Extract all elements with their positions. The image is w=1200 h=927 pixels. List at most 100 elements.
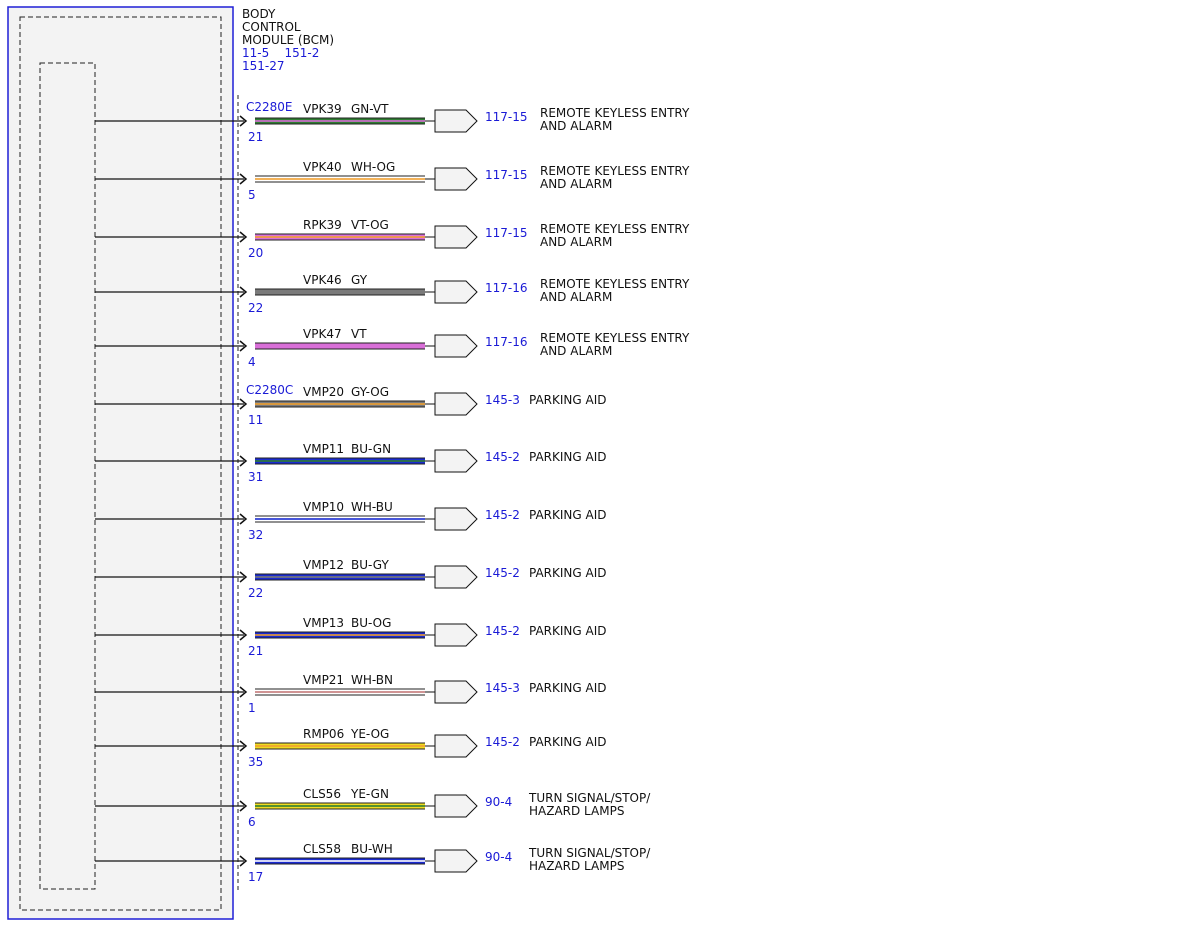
destination-label: PARKING AID: [529, 393, 607, 407]
destination-label: PARKING AID: [529, 450, 607, 464]
page-ref: 117-15: [485, 110, 528, 124]
page-ref: 145-2: [485, 450, 520, 464]
pin-number: 31: [248, 470, 263, 484]
connector-id: C2280E: [246, 100, 293, 114]
wire-stripe: [255, 403, 425, 405]
destination-label-line-1: REMOTE KEYLESS ENTRY: [540, 106, 690, 120]
wire-color-code: WH-BU: [351, 500, 393, 514]
circuit-id: CLS58: [303, 842, 341, 856]
wire-color-code: BU-WH: [351, 842, 393, 856]
pin-number: 21: [248, 130, 263, 144]
page-ref: 117-15: [485, 168, 528, 182]
module-title-line-1: BODY: [242, 7, 276, 21]
wire-stripe: [255, 634, 425, 636]
destination-label-line-2: AND ALARM: [540, 344, 612, 358]
circuit-id: VMP12: [303, 558, 344, 572]
wire-color-code: VT: [351, 327, 367, 341]
connector-symbol: [434, 794, 478, 818]
connector-symbol: [434, 680, 478, 704]
destination-label-line-2: AND ALARM: [540, 235, 612, 249]
circuit-id: CLS56: [303, 787, 341, 801]
pin-arrow-icon: [239, 855, 248, 867]
pin-arrow-icon: [239, 455, 248, 467]
wire-color-code: BU-GN: [351, 442, 391, 456]
wire-color-code: GN-VT: [351, 102, 389, 116]
destination-label: PARKING AID: [529, 566, 607, 580]
wire-stripe: [255, 460, 425, 462]
pin-number: 32: [248, 528, 263, 542]
circuit-id: VMP20: [303, 385, 344, 399]
wire-stripe: [255, 120, 425, 122]
destination-label: PARKING AID: [529, 735, 607, 749]
connector-symbol: [434, 334, 478, 358]
pin-arrow-icon: [239, 231, 248, 243]
destination-label-line-1: REMOTE KEYLESS ENTRY: [540, 331, 690, 345]
pin-arrow-icon: [239, 115, 248, 127]
module-ref-line-1: 11-5 151-2: [242, 46, 319, 60]
pin-number: 5: [248, 188, 256, 202]
bcm-inner-dashed-frame: [19, 16, 222, 911]
wire-stripe: [255, 178, 425, 180]
page-ref: 145-2: [485, 735, 520, 749]
connector-symbol: [434, 623, 478, 647]
destination-label-line-2: HAZARD LAMPS: [529, 859, 624, 873]
pin-number: 1: [248, 701, 256, 715]
wire-color-code: BU-GY: [351, 558, 389, 572]
pin-arrow-icon: [239, 173, 248, 185]
bcm-internal-bus: [39, 62, 96, 890]
connector-symbol: [434, 565, 478, 589]
wire-stripe: [255, 860, 425, 862]
pin-number: 17: [248, 870, 263, 884]
page-ref: 145-3: [485, 393, 520, 407]
page-ref: 117-16: [485, 281, 528, 295]
circuit-id: VMP10: [303, 500, 344, 514]
page-ref: 117-15: [485, 226, 528, 240]
wire-vpk47: [255, 343, 425, 349]
wire-stripe: [255, 236, 425, 238]
circuit-id: VPK47: [303, 327, 342, 341]
circuit-id: VMP11: [303, 442, 344, 456]
bcm-outer-frame: [7, 6, 234, 920]
page-ref: 145-2: [485, 566, 520, 580]
wire-stripe: [255, 805, 425, 807]
connector-symbol: [434, 507, 478, 531]
circuit-id: VMP21: [303, 673, 344, 687]
destination-label-line-2: AND ALARM: [540, 177, 612, 191]
destination-label: PARKING AID: [529, 508, 607, 522]
module-title-line-2: CONTROL: [242, 20, 301, 34]
wire-color-code: GY-OG: [351, 385, 389, 399]
pin-number: 20: [248, 246, 263, 260]
module-title-line-3: MODULE (BCM): [242, 33, 334, 47]
pin-number: 22: [248, 586, 263, 600]
destination-label-line-1: REMOTE KEYLESS ENTRY: [540, 277, 690, 291]
pin-number: 11: [248, 413, 263, 427]
wire-color-code: WH-BN: [351, 673, 393, 687]
connector-symbol: [434, 392, 478, 416]
wire-stripe: [255, 576, 425, 578]
circuit-id: RPK39: [303, 218, 342, 232]
pin-arrow-icon: [239, 800, 248, 812]
page-ref: 145-2: [485, 508, 520, 522]
destination-label-line-1: TURN SIGNAL/STOP/: [528, 791, 651, 805]
wire-color-code: WH-OG: [351, 160, 395, 174]
page-ref: 90-4: [485, 850, 512, 864]
wire-vpk46: [255, 289, 425, 295]
connector-symbol: [434, 167, 478, 191]
circuit-id: VPK39: [303, 102, 342, 116]
destination-label-line-2: HAZARD LAMPS: [529, 804, 624, 818]
connector-symbol: [434, 280, 478, 304]
pin-arrow-icon: [239, 286, 248, 298]
connector-id: C2280C: [246, 383, 293, 397]
page-ref: 145-3: [485, 681, 520, 695]
destination-label-line-1: REMOTE KEYLESS ENTRY: [540, 164, 690, 178]
page-ref: 90-4: [485, 795, 512, 809]
circuit-id: VPK46: [303, 273, 342, 287]
circuit-id: VPK40: [303, 160, 342, 174]
connector-symbol: [434, 109, 478, 133]
wire-color-code: BU-OG: [351, 616, 391, 630]
connector-symbol: [434, 225, 478, 249]
pin-number: 22: [248, 301, 263, 315]
pin-arrow-icon: [239, 340, 248, 352]
pin-number: 21: [248, 644, 263, 658]
